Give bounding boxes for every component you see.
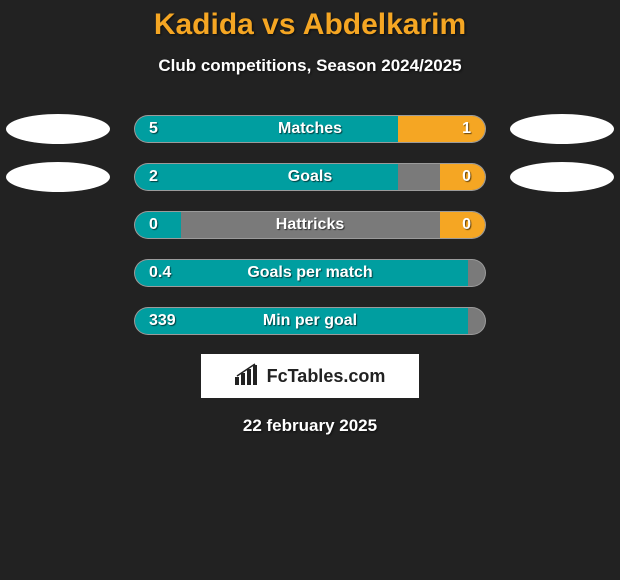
left-value: 2 [149, 164, 158, 190]
stat-bar: 0 Hattricks 0 [134, 211, 486, 239]
left-value: 0 [149, 212, 158, 238]
left-value: 339 [149, 308, 176, 334]
stat-row: 0.4 Goals per match [0, 258, 620, 288]
stat-bar: 2 Goals 0 [134, 163, 486, 191]
stats-rows: 5 Matches 1 2 Goals 0 0 Hattricks 0 0.4 Goals per … [0, 114, 620, 336]
stat-row: 339 Min per goal [0, 306, 620, 336]
player-marker-left [6, 114, 110, 144]
stat-label: Goals [288, 164, 332, 190]
stat-bar: 0.4 Goals per match [134, 259, 486, 287]
player-marker-right [510, 162, 614, 192]
player-marker-right [510, 114, 614, 144]
stat-label: Hattricks [276, 212, 344, 238]
bar-left-fill [135, 116, 398, 142]
left-value: 0.4 [149, 260, 171, 286]
right-value: 1 [462, 116, 471, 142]
logo-text: FcTables.com [267, 366, 386, 387]
bar-right-fill [398, 116, 486, 142]
stat-label: Goals per match [247, 260, 372, 286]
stat-label: Matches [278, 116, 342, 142]
left-value: 5 [149, 116, 158, 142]
page-title: Kadida vs Abdelkarim [0, 8, 620, 42]
right-value: 0 [462, 212, 471, 238]
root: Kadida vs Abdelkarim Club competitions, … [0, 0, 620, 436]
subtitle: Club competitions, Season 2024/2025 [0, 56, 620, 76]
stat-row: 5 Matches 1 [0, 114, 620, 144]
stat-bar: 5 Matches 1 [134, 115, 486, 143]
player-marker-left [6, 162, 110, 192]
stat-row: 2 Goals 0 [0, 162, 620, 192]
logo-banner: FcTables.com [201, 354, 419, 398]
logo-inner: FcTables.com [235, 363, 386, 390]
stat-row: 0 Hattricks 0 [0, 210, 620, 240]
stat-bar: 339 Min per goal [134, 307, 486, 335]
bars-icon [235, 363, 261, 390]
stat-label: Min per goal [263, 308, 357, 334]
right-value: 0 [462, 164, 471, 190]
date-text: 22 february 2025 [0, 416, 620, 436]
bar-left-fill [135, 164, 398, 190]
